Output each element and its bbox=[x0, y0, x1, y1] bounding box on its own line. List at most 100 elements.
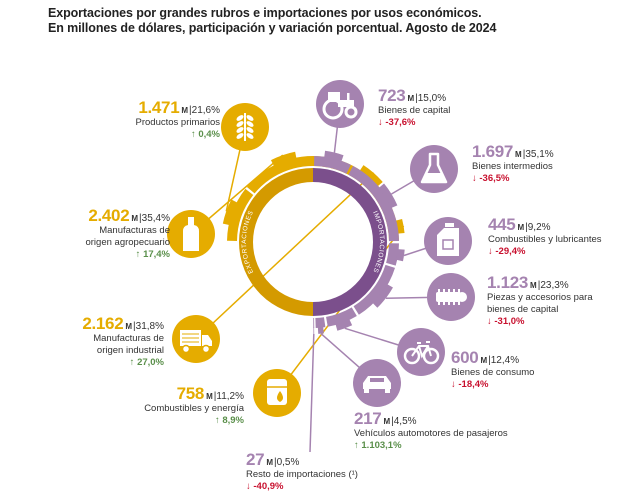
change-value: 0,4% bbox=[198, 129, 220, 140]
category-label: Piezas y accesorios para bbox=[487, 292, 593, 303]
category-label: Bienes de consumo bbox=[451, 367, 535, 378]
unit-mark: M bbox=[530, 281, 537, 290]
change-text: ↓ -31,0% bbox=[487, 316, 593, 328]
value-line: 27 M|0,5% bbox=[246, 451, 358, 469]
unit-mark: M bbox=[206, 392, 213, 401]
imports-segment-tab-2 bbox=[378, 183, 398, 209]
change-text: ↑ 27,0% bbox=[82, 357, 164, 369]
value-text: 758 bbox=[176, 384, 205, 403]
imports-segment-1 bbox=[314, 156, 351, 174]
imports-segment-tab-1 bbox=[324, 150, 344, 162]
arrow-up-icon: ↑ bbox=[354, 440, 362, 451]
exports-segment-tab-2 bbox=[270, 151, 297, 167]
wheat-icon bbox=[221, 103, 269, 151]
category-label: Resto de importaciones (¹) bbox=[246, 469, 358, 480]
change-text: ↑ 1.103,1% bbox=[354, 440, 508, 452]
unit-mark: M bbox=[517, 223, 525, 232]
fuel-can-icon bbox=[424, 217, 472, 265]
exports-segment-2 bbox=[246, 155, 331, 194]
change-text: ↑ 17,4% bbox=[85, 249, 170, 261]
arrow-down-icon: ↓ bbox=[451, 379, 459, 390]
bottle-icon bbox=[167, 210, 215, 258]
separator: | bbox=[488, 355, 491, 366]
exports-inner-band bbox=[239, 168, 313, 316]
icon-circles bbox=[167, 80, 475, 417]
share-text: 35,1% bbox=[525, 149, 554, 160]
share-text: 0,5% bbox=[276, 457, 300, 468]
imports-item-2: 1.697 M|35,1% Bienes intermedios ↓ -36,5% bbox=[472, 143, 554, 185]
unit-mark: M bbox=[515, 150, 522, 159]
exports-segment-tab-3 bbox=[359, 165, 383, 187]
value-line: 217 M|4,5% bbox=[354, 410, 508, 428]
category-label: Combustibles y energía bbox=[144, 403, 244, 414]
value-line: 2.402 M|35,4% bbox=[85, 207, 170, 225]
exports-item-2: 2.402 M|35,4% Manufacturas de origen agrope… bbox=[85, 207, 170, 261]
value-line: 1.123 M|23,3% bbox=[487, 274, 593, 292]
exports-item-3: 2.162 M|31,8% Manufacturas de origen indust… bbox=[82, 315, 164, 369]
category-label: Combustibles y lubricantes bbox=[488, 234, 602, 245]
arrow-up-icon: ↑ bbox=[129, 357, 138, 368]
change-text: ↑ 0,4% bbox=[136, 129, 220, 141]
share-text: 12,4% bbox=[490, 355, 520, 366]
category-label: origen industrial bbox=[96, 345, 164, 356]
imports-segment-tab-7 bbox=[313, 326, 315, 334]
exports-segment-tab-1 bbox=[222, 199, 238, 226]
imports-segment-tab-5 bbox=[335, 318, 353, 331]
imports-item-5: 600 M|12,4% Bienes de consumo ↓ -18,4% bbox=[451, 349, 535, 391]
change-value: 8,9% bbox=[222, 415, 244, 426]
separator: | bbox=[415, 93, 418, 104]
imports-segment-5 bbox=[326, 307, 357, 327]
separator: | bbox=[525, 222, 528, 233]
share-text: 15,0% bbox=[417, 93, 447, 104]
share-text: 4,5% bbox=[393, 416, 417, 427]
unit-mark: M bbox=[480, 356, 488, 365]
imports-inner-band bbox=[313, 168, 387, 316]
value-line: 445 M|9,2% bbox=[488, 216, 602, 234]
change-text: ↑ 8,9% bbox=[144, 415, 244, 427]
value-text: 1.471 bbox=[138, 98, 180, 117]
value-text: 2.402 bbox=[88, 206, 130, 225]
change-text: ↓ -18,4% bbox=[451, 379, 534, 391]
imports-segment-3 bbox=[386, 243, 399, 266]
chart-title: Exportaciones por grandes rubros e impor… bbox=[48, 6, 496, 36]
imports-segment-tab-3 bbox=[396, 249, 405, 262]
value-line: 1.697 M|35,1% bbox=[472, 143, 554, 161]
share-text: 35,4% bbox=[141, 213, 170, 224]
arrow-up-icon: ↑ bbox=[214, 415, 223, 426]
value-text: 1.697 bbox=[472, 142, 514, 161]
separator: | bbox=[537, 280, 541, 291]
category-label: Bienes intermedios bbox=[472, 161, 553, 172]
category-label: Productos primarios bbox=[135, 117, 220, 128]
change-value: -31,0% bbox=[494, 316, 525, 327]
value-line: 2.162 M|31,8% bbox=[82, 315, 164, 333]
arrow-down-icon: ↓ bbox=[472, 173, 480, 184]
imports-item-3: 445 M|9,2% Combustibles y lubricantes ↓ -29… bbox=[488, 216, 602, 258]
imports-item-4: 1.123 M|23,3% Piezas y accesorios para bien… bbox=[487, 274, 593, 328]
unit-mark: M bbox=[266, 458, 273, 467]
arrow-down-icon: ↓ bbox=[246, 481, 254, 492]
flask-icon bbox=[410, 145, 458, 193]
arrow-down-icon: ↓ bbox=[488, 246, 496, 257]
separator: | bbox=[213, 391, 217, 402]
value-line: 600 M|12,4% bbox=[451, 349, 534, 367]
category-label: Manufacturas de bbox=[93, 333, 164, 344]
separator: | bbox=[189, 105, 192, 116]
exports-segment-1 bbox=[227, 188, 254, 241]
share-text: 23,3% bbox=[540, 280, 569, 291]
oil-drum-icon bbox=[253, 369, 301, 417]
imports-segment-tab-4 bbox=[372, 284, 393, 308]
category-label: Vehículos automotores de pasajeros bbox=[354, 428, 508, 439]
unit-mark: M bbox=[131, 214, 139, 223]
exports-leader-line-3 bbox=[195, 172, 375, 340]
change-text: ↓ -40,9% bbox=[246, 481, 358, 493]
change-value: -37,6% bbox=[385, 117, 416, 128]
value-line: 758 M|11,2% bbox=[144, 385, 244, 403]
change-text: ↓ -36,5% bbox=[472, 173, 554, 185]
value-text: 27 bbox=[246, 450, 265, 469]
imports-segment-tab-6 bbox=[317, 326, 324, 334]
title-line-1: Exportaciones por grandes rubros e impor… bbox=[48, 6, 482, 20]
category-label: origen agropecuario bbox=[85, 237, 170, 248]
imports-item-7: 27 M|0,5% Resto de importaciones (¹) ↓ -40,… bbox=[246, 451, 358, 493]
imports-item-6: 217 M|4,5% Vehículos automotores de pasaje… bbox=[354, 410, 508, 452]
